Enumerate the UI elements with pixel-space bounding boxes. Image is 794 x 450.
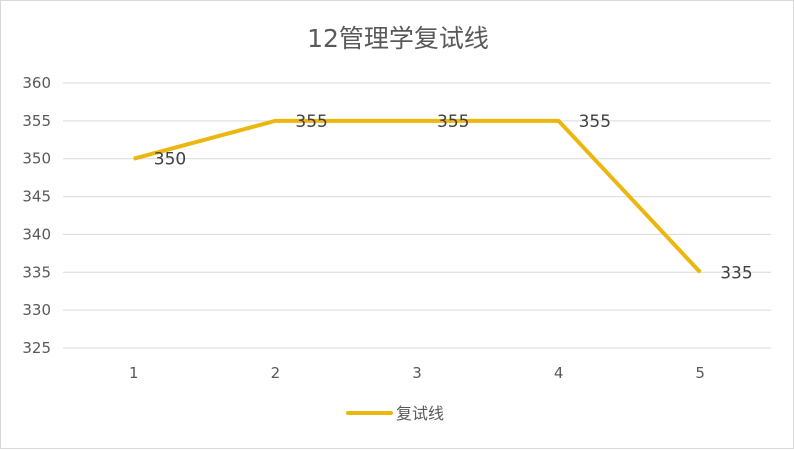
y-tick-label: 345 (22, 188, 51, 206)
data-label: 355 (295, 112, 327, 132)
data-label: 355 (437, 112, 469, 132)
legend: 复试线 (346, 404, 444, 423)
x-tick-label: 5 (695, 364, 705, 382)
data-point (133, 158, 135, 160)
x-tick-label: 2 (271, 364, 281, 382)
data-point (274, 120, 276, 122)
data-label: 335 (720, 263, 752, 283)
y-tick-label: 340 (22, 225, 51, 243)
y-tick-label: 360 (22, 74, 51, 92)
y-tick-label: 335 (22, 263, 51, 281)
legend-label: 复试线 (396, 404, 444, 423)
data-point (416, 120, 418, 122)
y-tick-label: 330 (22, 301, 51, 319)
x-tick-label: 1 (129, 364, 139, 382)
data-point (558, 120, 560, 122)
y-tick-label: 325 (22, 339, 51, 357)
y-tick-label: 350 (22, 150, 51, 168)
data-label: 350 (154, 150, 186, 170)
data-point (699, 271, 701, 273)
x-tick-label: 4 (554, 364, 564, 382)
data-label: 355 (579, 112, 611, 132)
y-tick-label: 355 (22, 112, 51, 130)
x-tick-label: 3 (412, 364, 422, 382)
chart-title: 12管理学复试线 (307, 24, 489, 53)
